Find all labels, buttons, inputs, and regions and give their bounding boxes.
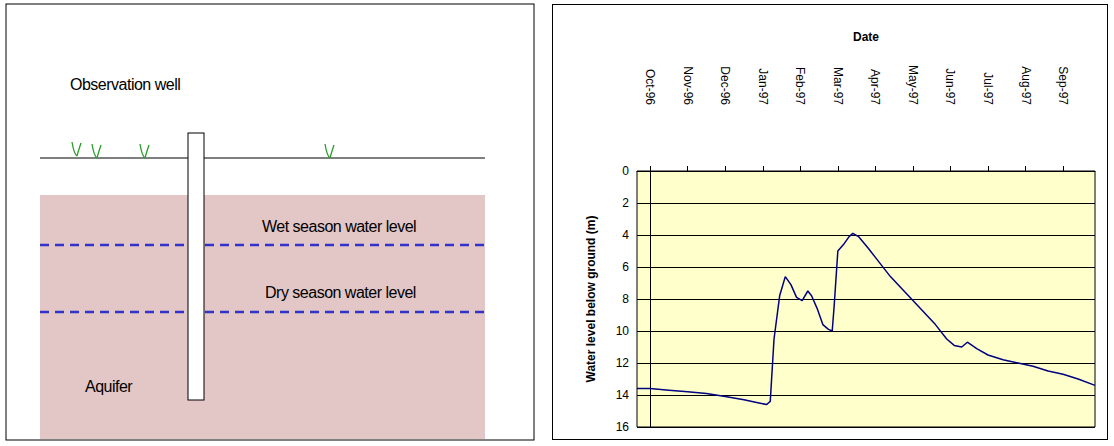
svg-text:Dec-96: Dec-96 xyxy=(718,66,732,105)
svg-text:Oct-96: Oct-96 xyxy=(643,69,657,105)
svg-text:Sep-97: Sep-97 xyxy=(1056,66,1070,105)
svg-text:Jun-97: Jun-97 xyxy=(943,68,957,105)
svg-text:Aquifer: Aquifer xyxy=(85,378,133,395)
svg-text:2: 2 xyxy=(622,196,629,210)
svg-text:Mar-97: Mar-97 xyxy=(831,67,845,105)
svg-text:8: 8 xyxy=(622,292,629,306)
svg-text:Nov-96: Nov-96 xyxy=(681,66,695,105)
svg-text:16: 16 xyxy=(616,420,630,434)
svg-text:Jul-97: Jul-97 xyxy=(981,72,995,105)
svg-text:Wet season water level: Wet season water level xyxy=(262,218,416,235)
svg-text:0: 0 xyxy=(622,164,629,178)
svg-text:Date: Date xyxy=(853,30,879,44)
svg-text:14: 14 xyxy=(616,388,630,402)
svg-text:Feb-97: Feb-97 xyxy=(793,67,807,105)
svg-text:6: 6 xyxy=(622,260,629,274)
svg-text:10: 10 xyxy=(616,324,630,338)
svg-text:Observation well: Observation well xyxy=(70,76,180,93)
svg-text:May-97: May-97 xyxy=(906,65,920,105)
svg-text:Dry season water level: Dry season water level xyxy=(265,284,416,301)
svg-text:Aug-97: Aug-97 xyxy=(1019,66,1033,105)
svg-text:4: 4 xyxy=(622,228,629,242)
svg-text:Water level below ground (m): Water level below ground (m) xyxy=(584,216,598,383)
svg-text:Jan-97: Jan-97 xyxy=(756,68,770,105)
svg-text:Apr-97: Apr-97 xyxy=(868,69,882,105)
svg-text:12: 12 xyxy=(616,356,630,370)
